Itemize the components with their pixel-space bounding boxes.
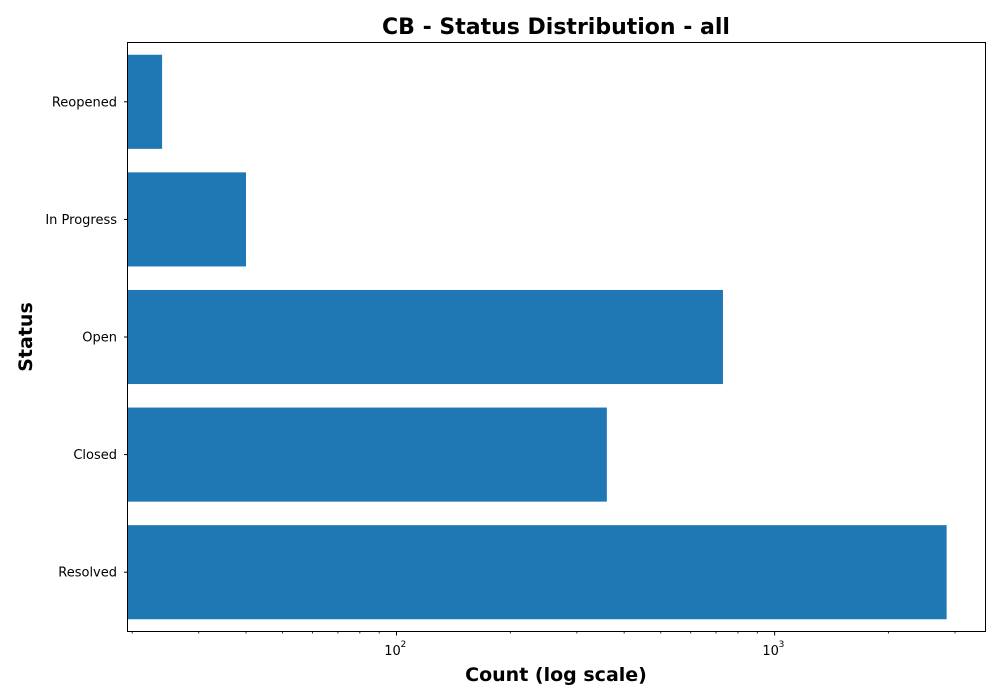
y-ticks-group: Resolved Closed Open In Progress Reopened <box>45 95 128 581</box>
bar-reopened <box>128 54 163 149</box>
bars-group <box>128 54 947 620</box>
bar-closed <box>128 407 607 502</box>
bar-in-progress <box>128 172 246 267</box>
plot-frame <box>127 42 986 632</box>
x-tick-exponent: 3 <box>779 640 785 650</box>
x-tick-label: 10 <box>762 644 779 659</box>
y-axis-label: Status <box>15 302 37 372</box>
x-axis-label: Count (log scale) <box>465 664 647 686</box>
chart-title: CB - Status Distribution - all <box>382 15 730 40</box>
y-tick-label: In Progress <box>45 213 117 228</box>
y-tick-label: Open <box>82 331 117 346</box>
x-ticks-group: 10 2 10 3 <box>131 631 956 659</box>
x-tick-label: 10 <box>384 644 401 659</box>
x-tick-exponent: 2 <box>400 640 406 650</box>
y-tick-label: Reopened <box>52 95 117 110</box>
y-tick-label: Closed <box>73 448 117 463</box>
bar-open <box>128 289 723 385</box>
bar-resolved <box>128 525 947 620</box>
y-tick-label: Resolved <box>58 566 117 581</box>
